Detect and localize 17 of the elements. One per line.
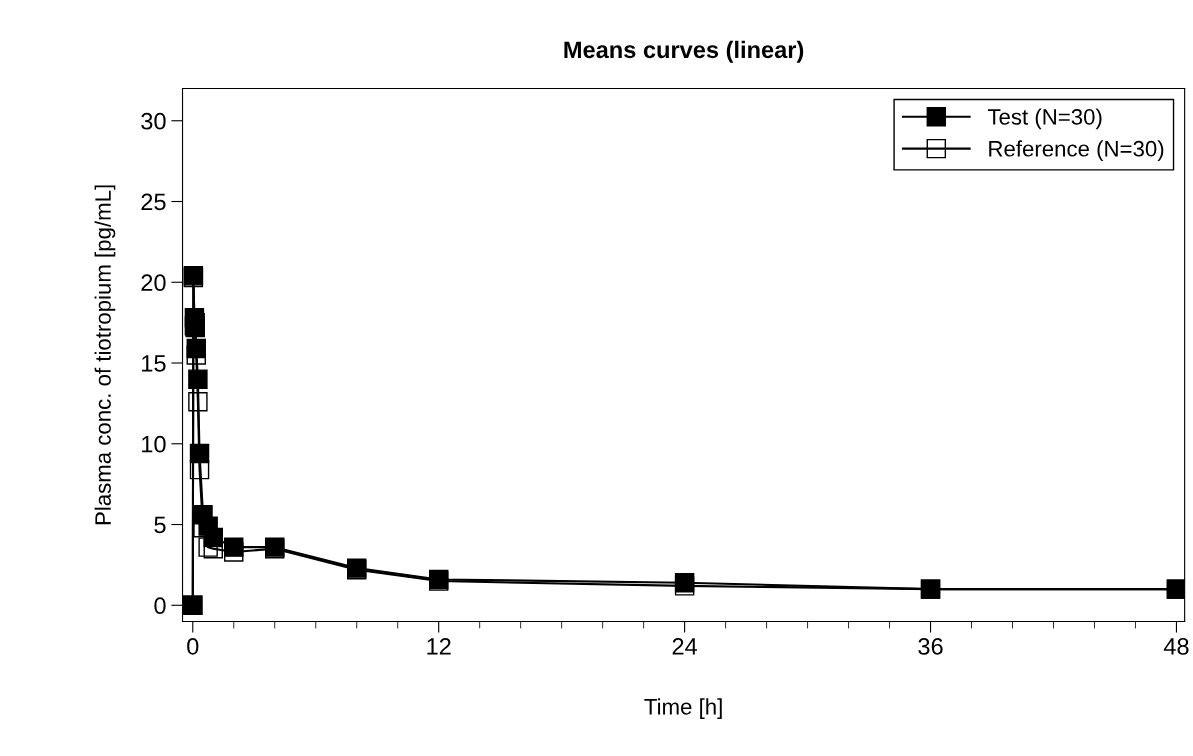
- y-tick-label: 5: [154, 516, 166, 534]
- y-tick-label: 10: [142, 435, 166, 453]
- y-tick-label: 15: [142, 355, 166, 372]
- y-tick-label: 30: [141, 112, 166, 130]
- x-tick-label: 12: [427, 638, 451, 655]
- x-tick-label: 0: [187, 638, 199, 655]
- x-tick-label: 48: [1163, 638, 1189, 655]
- y-tick-label: 0: [154, 597, 166, 615]
- legend-label: Test (N=30): [987, 108, 1102, 130]
- x-tick-label: 36: [918, 638, 943, 655]
- chart-title: Means curves (linear): [564, 40, 804, 63]
- y-tick-label: 20: [141, 274, 166, 292]
- x-tick-label: 24: [672, 638, 698, 655]
- y-tick-label: 25: [141, 193, 166, 211]
- y-axis-title: Plasma conc. of tiotropium [pg/mL]: [94, 185, 116, 525]
- legend-label: Reference (N=30): [989, 140, 1164, 161]
- x-axis-title: Time [h]: [644, 698, 722, 720]
